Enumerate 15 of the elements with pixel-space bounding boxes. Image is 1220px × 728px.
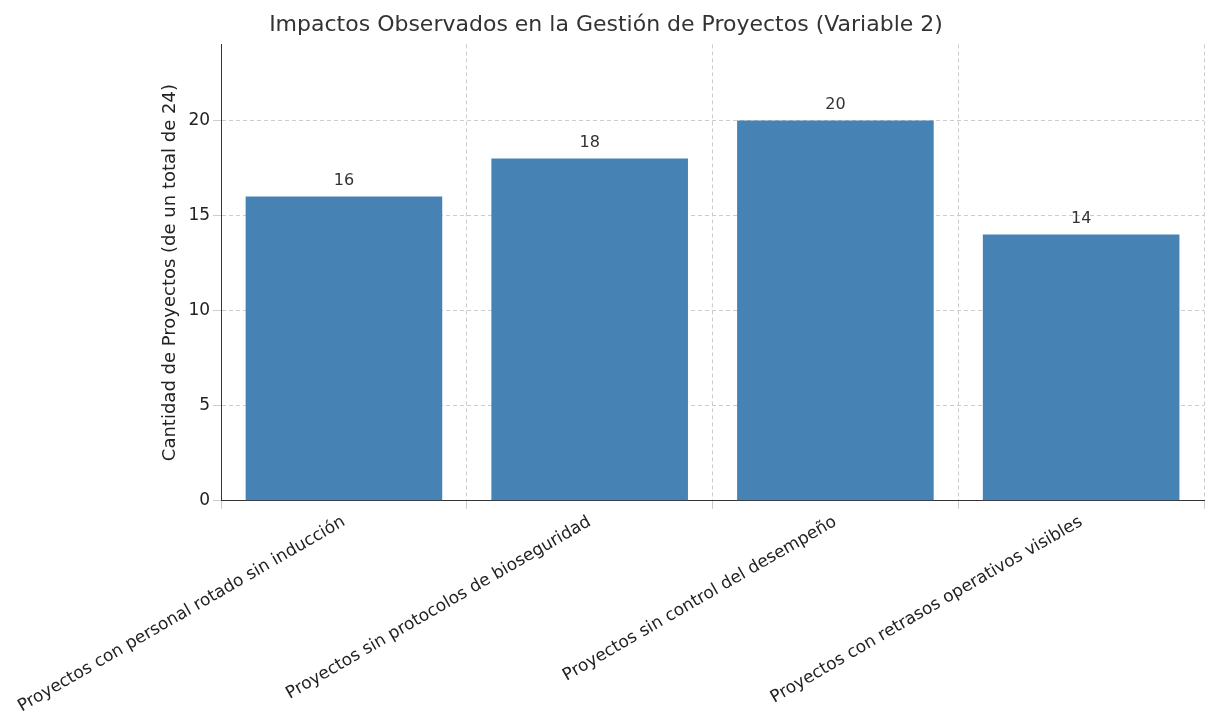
- y-axis-title: Cantidad de Proyectos (de un total de 24): [158, 84, 180, 462]
- y-tick-label: 5: [199, 394, 211, 415]
- y-tick-label: 0: [199, 489, 211, 510]
- bar: [982, 234, 1180, 501]
- data-label: 14: [1070, 207, 1092, 227]
- y-tick-label: 15: [188, 203, 211, 224]
- bar: [491, 158, 688, 501]
- data-label: 16: [333, 169, 355, 189]
- data-label: 20: [825, 93, 846, 113]
- data-label: 18: [579, 131, 600, 151]
- bar: [245, 196, 443, 501]
- y-tick-label: 20: [188, 108, 211, 129]
- bar: [737, 120, 934, 501]
- y-tick-label: 10: [188, 299, 211, 320]
- chart-title: Impactos Observados en la Gestión de Proyectos (Variable 2): [269, 10, 943, 36]
